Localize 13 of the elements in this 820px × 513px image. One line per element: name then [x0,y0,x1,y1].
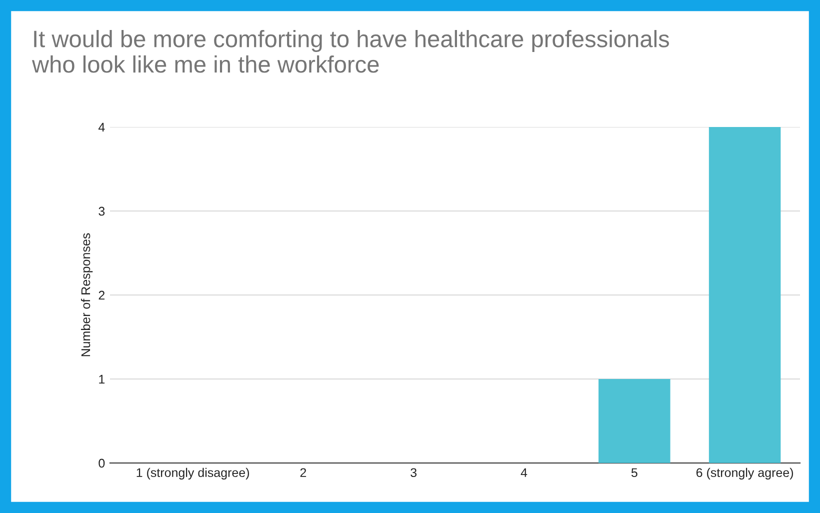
y-axis-title: Number of Responses [80,233,93,356]
x-tick-label: 3 [410,468,417,478]
y-tick-label: 2 [98,290,105,300]
x-tick-label: 1 (strongly disagree) [136,468,249,480]
y-tick-label: 0 [98,458,105,468]
x-tick-label: 4 [520,468,528,477]
chart-title: It would be more comforting to have healthcare professionals who look like me in the workforce [32,30,669,73]
x-tick-label: 6 (strongly agree) [696,468,794,480]
y-tick-label: 1 [99,374,105,384]
y-tick-label: 4 [98,122,105,132]
x-tick-label: 2 [300,468,306,477]
y-tick-label: 3 [98,206,105,216]
x-tick-label: 5 [631,468,638,478]
